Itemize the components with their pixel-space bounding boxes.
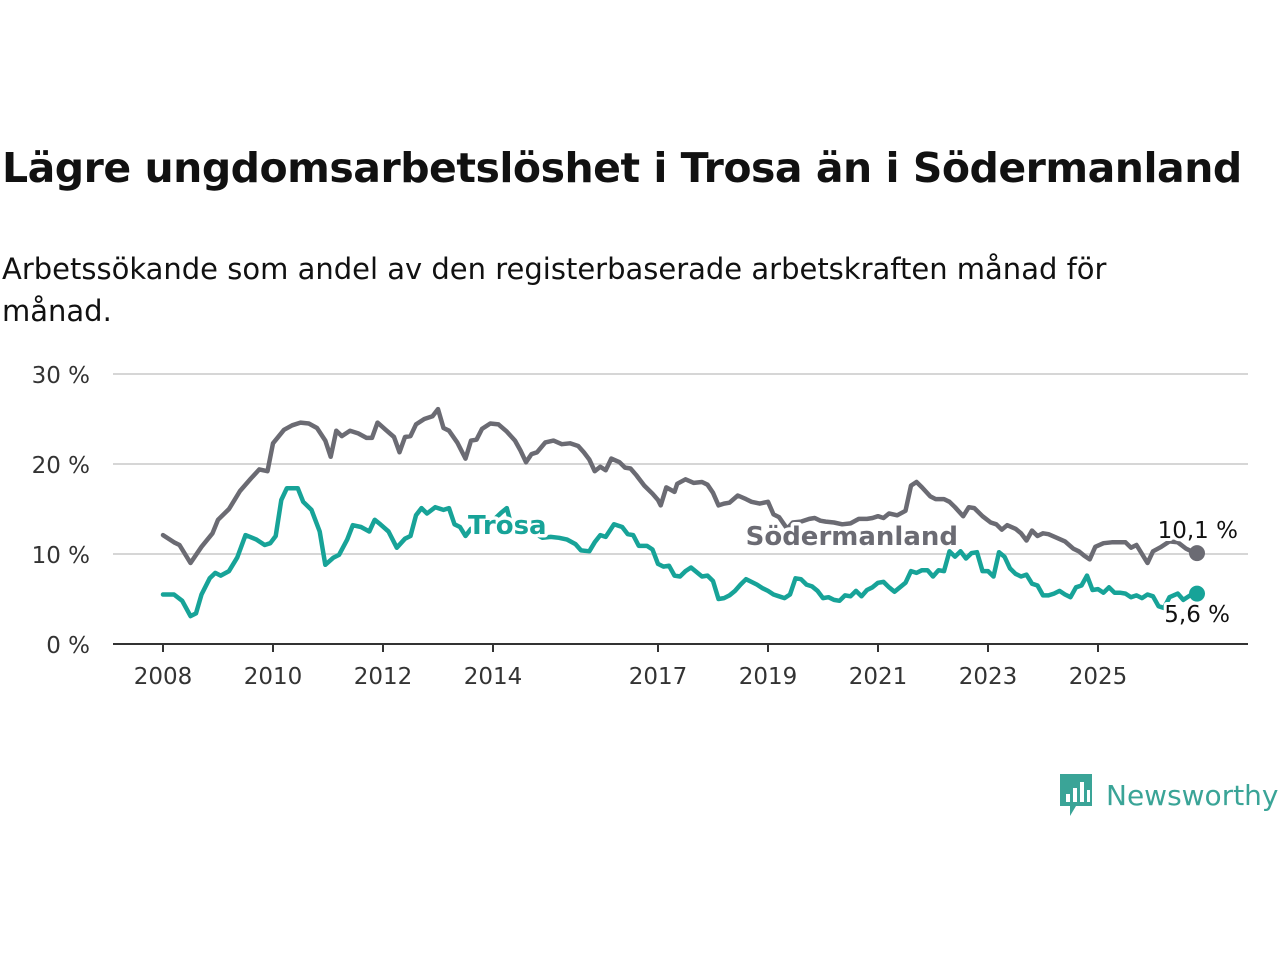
x-axis: 2008 2010 2012 2014 2017 2019 2021 2023 2025: [113, 643, 1248, 690]
brand-logo: Newsworthy: [1058, 772, 1279, 818]
y-axis-tick-labels: 0 % 10 % 20 % 30 %: [32, 363, 90, 659]
x-tick-label: 2019: [739, 664, 798, 690]
x-tick-label: 2023: [959, 664, 1018, 690]
x-tick-label: 2012: [354, 664, 413, 690]
y-tick-label: 20 %: [32, 453, 90, 479]
x-tick-label: 2017: [629, 664, 688, 690]
end-value-label: 5,6 %: [1164, 602, 1230, 628]
series-line-trosa: [160, 486, 1200, 619]
x-tick-label: 2014: [464, 664, 523, 690]
x-tick-label: 2025: [1069, 664, 1128, 690]
y-tick-label: 30 %: [32, 363, 90, 389]
series-lines: [160, 406, 1205, 619]
chart-title: Lägre ungdomsarbetslöshet i Trosa än i S…: [2, 144, 1242, 192]
y-tick-label: 0 %: [46, 633, 90, 659]
gridlines: [113, 373, 1248, 555]
series-labels: Södermanland Trosa 10,1 % 5,6 %: [465, 508, 1242, 632]
y-tick-label: 10 %: [32, 543, 90, 569]
x-tick-label: 2021: [849, 664, 908, 690]
series-label-södermanland: Södermanland: [746, 522, 958, 552]
chart-subtitle: Arbetssökande som andel av den registerb…: [2, 252, 1107, 328]
end-point-marker: [1189, 585, 1205, 602]
newsworthy-logo-icon: [1060, 774, 1092, 816]
x-tick-label: 2010: [244, 664, 303, 690]
end-point-marker: [1189, 545, 1205, 562]
brand-name: Newsworthy: [1106, 778, 1279, 812]
x-tick-label: 2008: [134, 664, 193, 690]
end-value-label: 10,1 %: [1158, 518, 1238, 544]
series-line-södermanland: [160, 406, 1200, 566]
series-label-trosa: Trosa: [468, 511, 547, 541]
